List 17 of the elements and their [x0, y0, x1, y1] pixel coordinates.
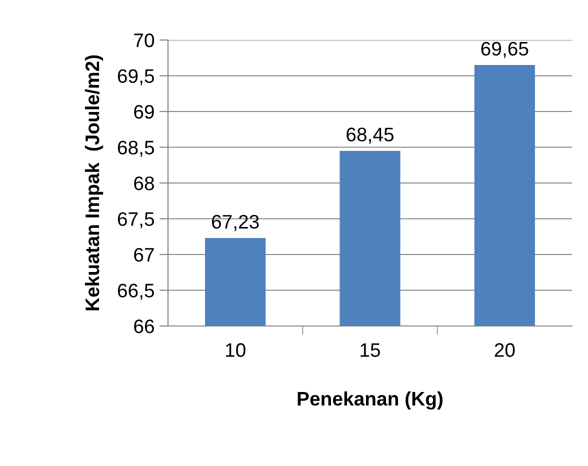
x-axis-title: Penekanan (Kg): [298, 391, 443, 410]
data-label: 68,45: [346, 128, 394, 144]
y-tick-label: 67: [134, 248, 154, 262]
data-label: 67,23: [212, 214, 259, 231]
y-tick-label: 69,5: [118, 69, 154, 86]
y-tick-label: 69: [134, 104, 154, 119]
y-tick-label: 68: [134, 176, 154, 190]
y-tick-label: 70: [134, 33, 154, 48]
x-tick-label: 10: [226, 343, 246, 357]
y-tick-label: 67,5: [118, 212, 154, 228]
x-tick-label: 20: [494, 343, 515, 357]
y-tick-label: 66,5: [118, 284, 154, 300]
data-label: 69,65: [481, 42, 528, 58]
y-axis-title: Kekuatan Impak (Joule/m2): [84, 55, 104, 310]
y-tick-label: 68,5: [118, 140, 154, 157]
x-tick-label: 15: [360, 343, 380, 357]
y-tick-label: 66: [134, 319, 154, 334]
